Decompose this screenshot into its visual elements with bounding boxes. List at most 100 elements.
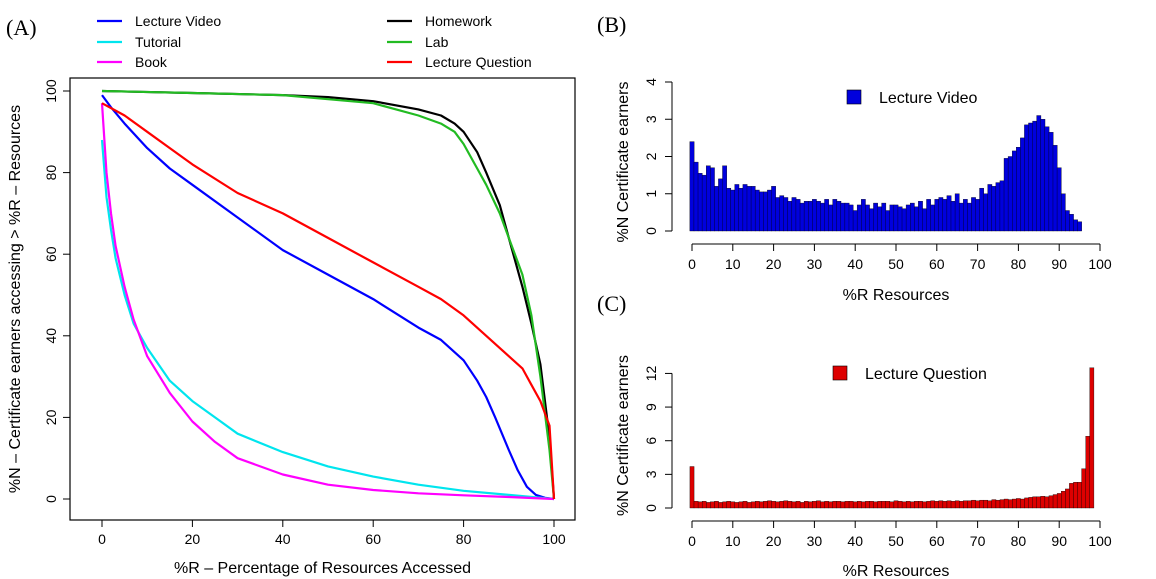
bar-lecture-question xyxy=(755,501,760,509)
bar-lecture-video xyxy=(893,204,899,232)
bar-lecture-video xyxy=(1065,210,1070,232)
bar-lecture-video xyxy=(1044,126,1050,232)
series-line-homework xyxy=(101,89,556,500)
legend-label-homework: Homework xyxy=(425,13,493,29)
bar-lecture-question xyxy=(1065,488,1070,509)
bar-lecture-question xyxy=(718,502,723,509)
bar-lecture-question xyxy=(1089,367,1095,509)
bar-lecture-question xyxy=(1003,498,1009,509)
bar-lecture-question xyxy=(995,499,1001,509)
x-tick-label: 100 xyxy=(542,531,566,547)
y-tick-label: 1 xyxy=(643,190,659,198)
bar-lecture-video xyxy=(1016,147,1021,232)
bar-lecture-question xyxy=(852,501,858,509)
y-axis-label: %N Certificate earners xyxy=(615,355,632,516)
x-tick-label: 50 xyxy=(888,533,904,549)
bar-lecture-question xyxy=(963,500,968,509)
x-tick-label: 40 xyxy=(847,533,863,549)
bar-lecture-question xyxy=(971,499,976,509)
bar-lecture-question xyxy=(836,501,842,509)
bar-lecture-question xyxy=(975,500,980,509)
bar-lecture-video xyxy=(930,204,936,232)
bar-lecture-question xyxy=(726,501,731,509)
bar-lecture-video xyxy=(799,202,805,232)
bar-lecture-question xyxy=(1069,483,1074,509)
bar-lecture-video xyxy=(787,201,793,232)
bar-lecture-video xyxy=(714,186,719,232)
chart-a: 0 20 40 60 80 100 0 20 40 60 80 100 %R – Percentage … xyxy=(7,13,576,577)
y-tick-label: 3 xyxy=(643,115,659,123)
bar-lecture-question xyxy=(959,501,964,509)
bar-lecture-video xyxy=(1007,156,1013,232)
bar-lecture-video xyxy=(754,189,760,232)
bar-lecture-question xyxy=(934,501,940,509)
bar-lecture-video xyxy=(791,197,797,232)
y-tick-label: 6 xyxy=(643,437,659,445)
bar-lecture-question xyxy=(828,501,833,509)
bar-lecture-question xyxy=(808,501,813,509)
bar-lecture-question xyxy=(1073,482,1078,509)
bar-lecture-video xyxy=(1056,167,1062,232)
bar-lecture-question xyxy=(848,501,854,509)
bar-lecture-video xyxy=(999,180,1005,232)
bar-lecture-video xyxy=(963,199,968,232)
bar-lecture-question xyxy=(738,501,744,509)
y-tick-label: 40 xyxy=(43,328,59,344)
bar-lecture-question xyxy=(750,501,756,509)
legend-swatch-lecture-question xyxy=(832,365,848,381)
bar-lecture-question xyxy=(1028,497,1033,509)
bar-lecture-question xyxy=(938,500,944,509)
bar-lecture-question xyxy=(767,500,772,509)
y-tick-label: 12 xyxy=(643,365,659,381)
bar-lecture-video xyxy=(971,197,976,232)
bar-lecture-video xyxy=(1052,145,1058,232)
x-tick-label: 20 xyxy=(766,533,782,549)
series-line-lab xyxy=(101,89,556,500)
bar-lecture-video xyxy=(738,187,744,232)
bar-lecture-question xyxy=(1012,498,1017,509)
bar-lecture-question xyxy=(869,501,874,509)
x-tick-label: 10 xyxy=(725,256,741,272)
bar-lecture-video xyxy=(856,204,862,232)
x-tick-label: 80 xyxy=(1011,256,1027,272)
plot-frame xyxy=(69,77,576,521)
bar-lecture-video xyxy=(1060,193,1066,232)
bar-lecture-question xyxy=(881,501,887,509)
bar-lecture-question xyxy=(1081,468,1086,509)
bar-lecture-question xyxy=(1007,499,1013,509)
bar-lecture-question xyxy=(926,501,931,509)
bar-lecture-question xyxy=(1016,498,1021,509)
bar-lecture-question xyxy=(873,501,878,509)
x-axis-label: %R Resources xyxy=(843,287,950,304)
bar-lecture-video xyxy=(926,199,931,232)
bar-lecture-question xyxy=(820,501,825,509)
bar-lecture-video xyxy=(861,199,866,232)
bar-lecture-video xyxy=(722,165,727,232)
bar-lecture-video xyxy=(812,199,817,232)
y-axis-label: %N Certificate earners xyxy=(615,82,632,243)
bar-lecture-question xyxy=(734,502,740,509)
series-line-lecture-question xyxy=(101,102,556,500)
bar-lecture-question xyxy=(689,466,695,509)
bar-lecture-question xyxy=(930,500,935,509)
bar-lecture-question xyxy=(950,501,956,509)
bar-lecture-video xyxy=(848,204,854,232)
bar-lecture-question xyxy=(861,501,866,509)
bar-lecture-question xyxy=(693,501,699,509)
bar-lecture-video xyxy=(987,184,993,232)
bar-lecture-question xyxy=(812,501,817,509)
x-tick-label: 0 xyxy=(688,256,696,272)
x-axis-label: %R – Percentage of Resources Accessed xyxy=(174,560,471,577)
bar-lecture-question xyxy=(877,501,882,509)
bar-lecture-question xyxy=(1036,496,1042,509)
bar-lecture-question xyxy=(857,501,862,509)
y-tick-label: 0 xyxy=(643,227,659,235)
y-tick-label: 9 xyxy=(643,403,659,411)
bar-lecture-video xyxy=(1069,214,1074,232)
bar-lecture-question xyxy=(730,501,736,509)
bar-lecture-question xyxy=(1085,436,1091,509)
series-line-book xyxy=(100,103,555,501)
x-tick-label: 80 xyxy=(1011,533,1027,549)
chart-c: 0 3 6 9 12 0 10 20 30 40 50 60 70 80 90 100 Lecture Ques… xyxy=(615,355,1112,579)
